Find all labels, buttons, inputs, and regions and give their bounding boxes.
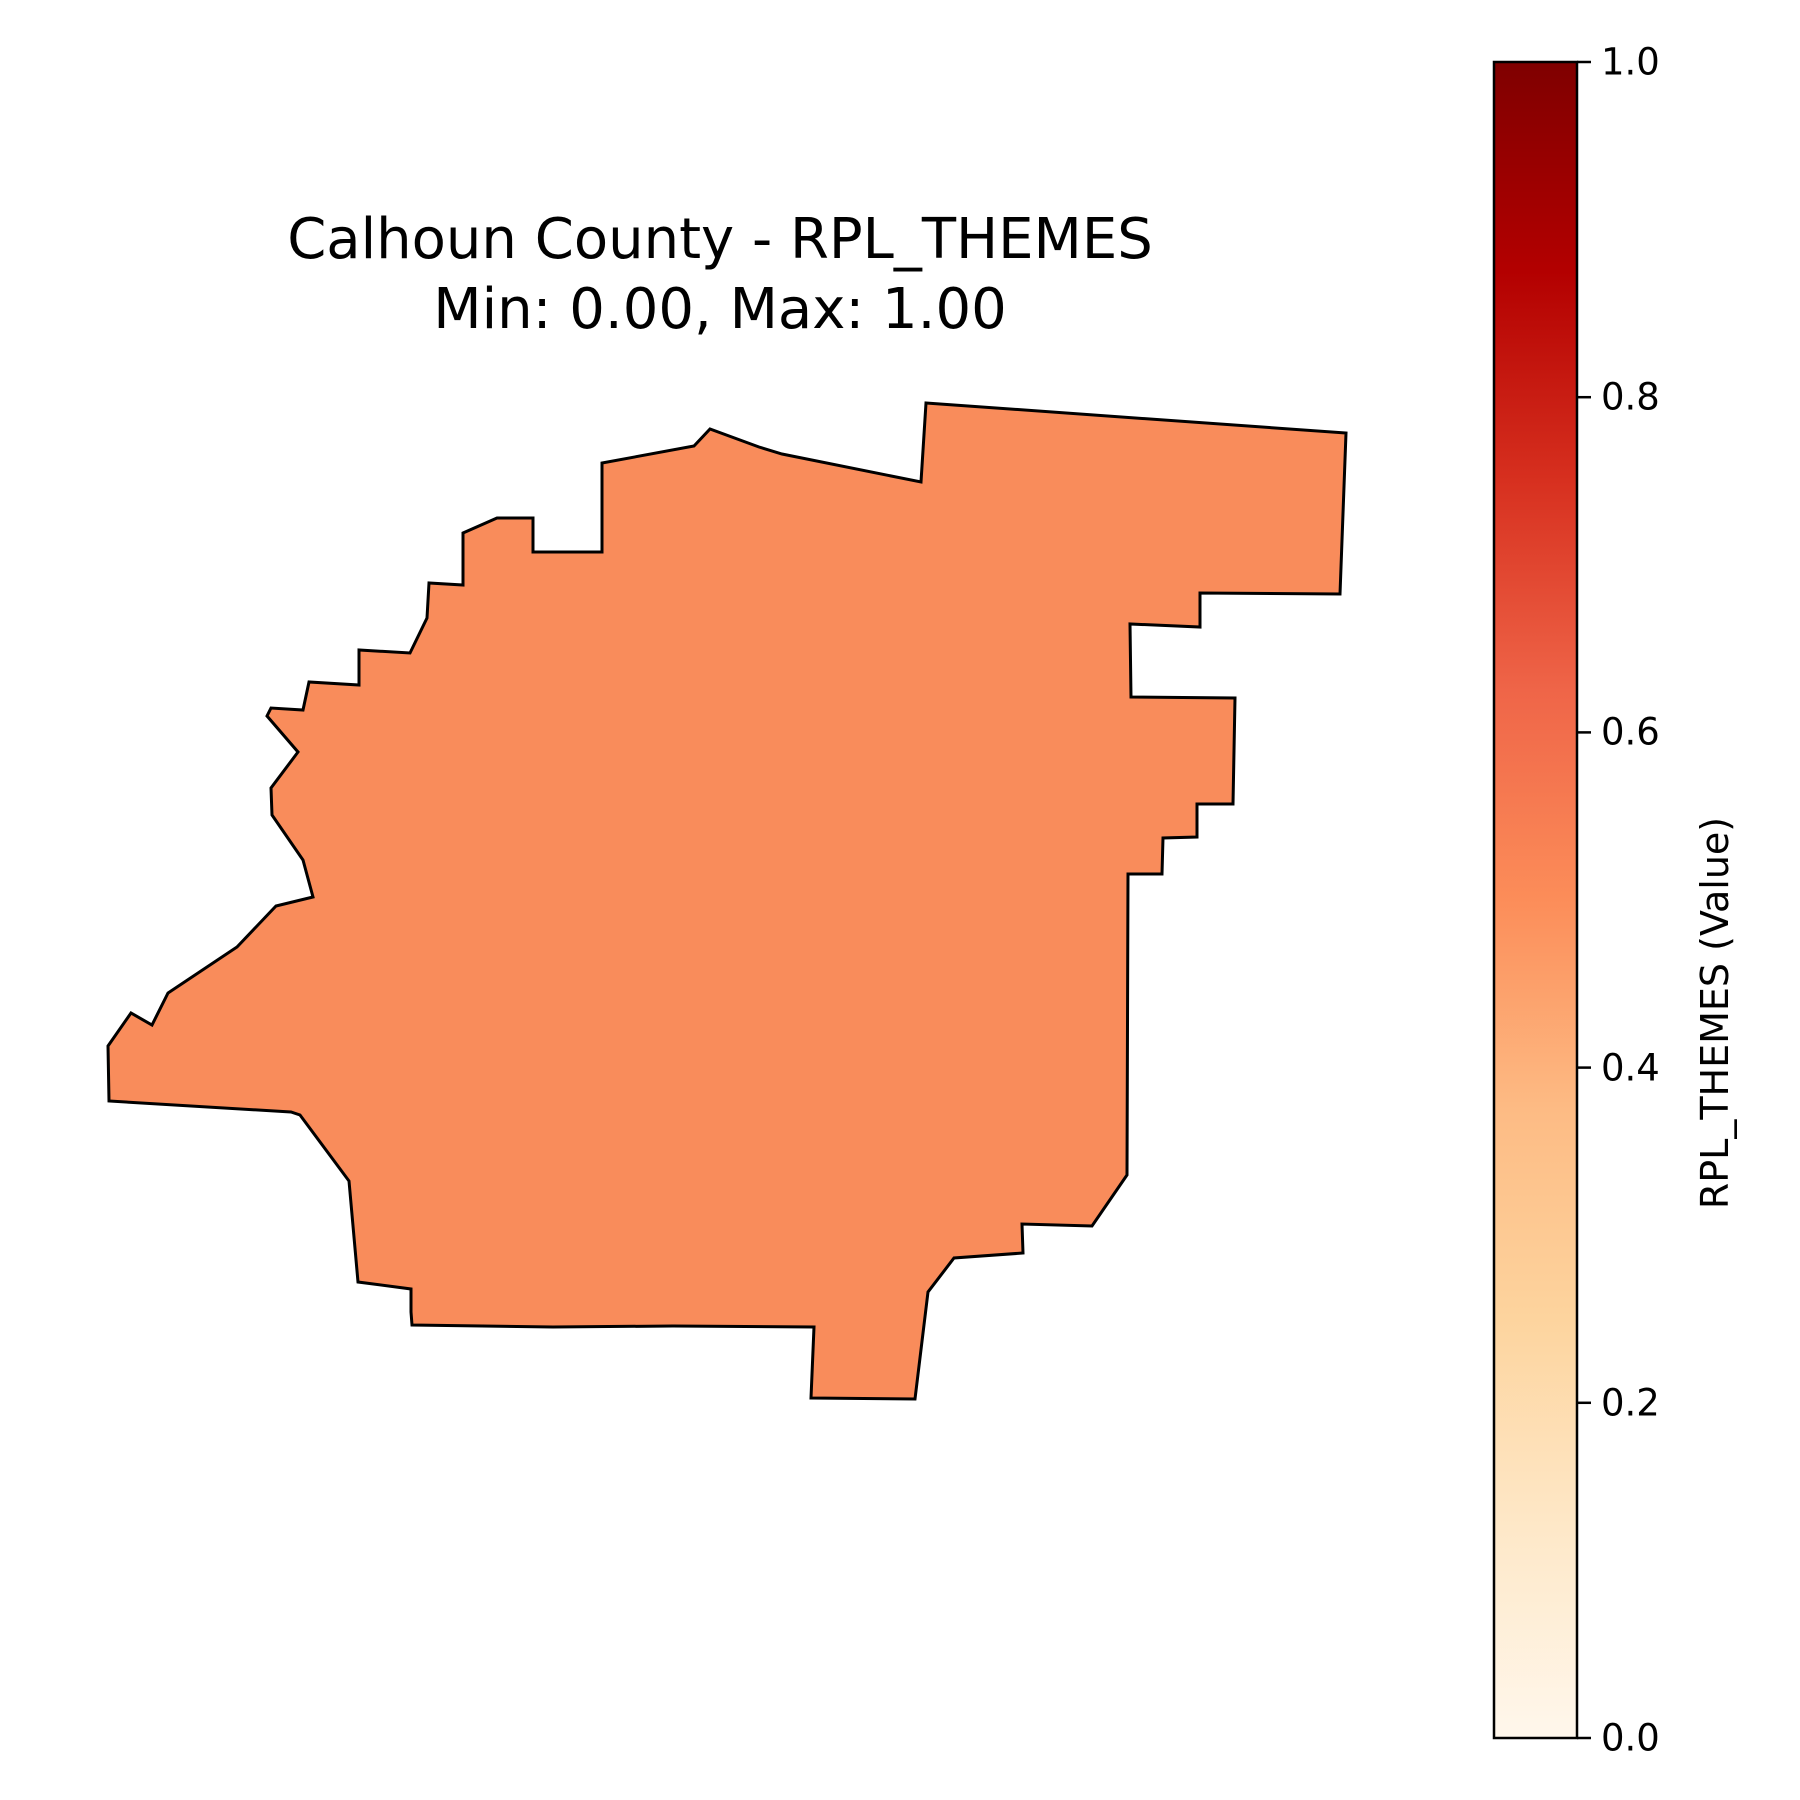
- county-polygon: [106, 401, 1348, 1401]
- colorbar-label: RPL_THEMES (Value): [1693, 816, 1737, 1210]
- colorbar: [1492, 60, 1579, 1740]
- colorbar-tick-label: 0.0: [1601, 1716, 1660, 1760]
- map-title: Calhoun County - RPL_THEMES Min: 0.00, M…: [60, 205, 1380, 345]
- colorbar-tick-label: 0.6: [1601, 710, 1660, 754]
- colorbar-ticks: [1577, 60, 1591, 1740]
- colorbar-tick-label: 0.8: [1601, 375, 1660, 419]
- colorbar-tick-label: 0.4: [1601, 1046, 1660, 1090]
- colorbar-tick-label: 1.0: [1601, 40, 1660, 84]
- title-line-2: Min: 0.00, Max: 1.00: [433, 277, 1007, 342]
- colorbar-tick-label: 0.2: [1601, 1381, 1660, 1425]
- title-line-1: Calhoun County - RPL_THEMES: [287, 207, 1153, 272]
